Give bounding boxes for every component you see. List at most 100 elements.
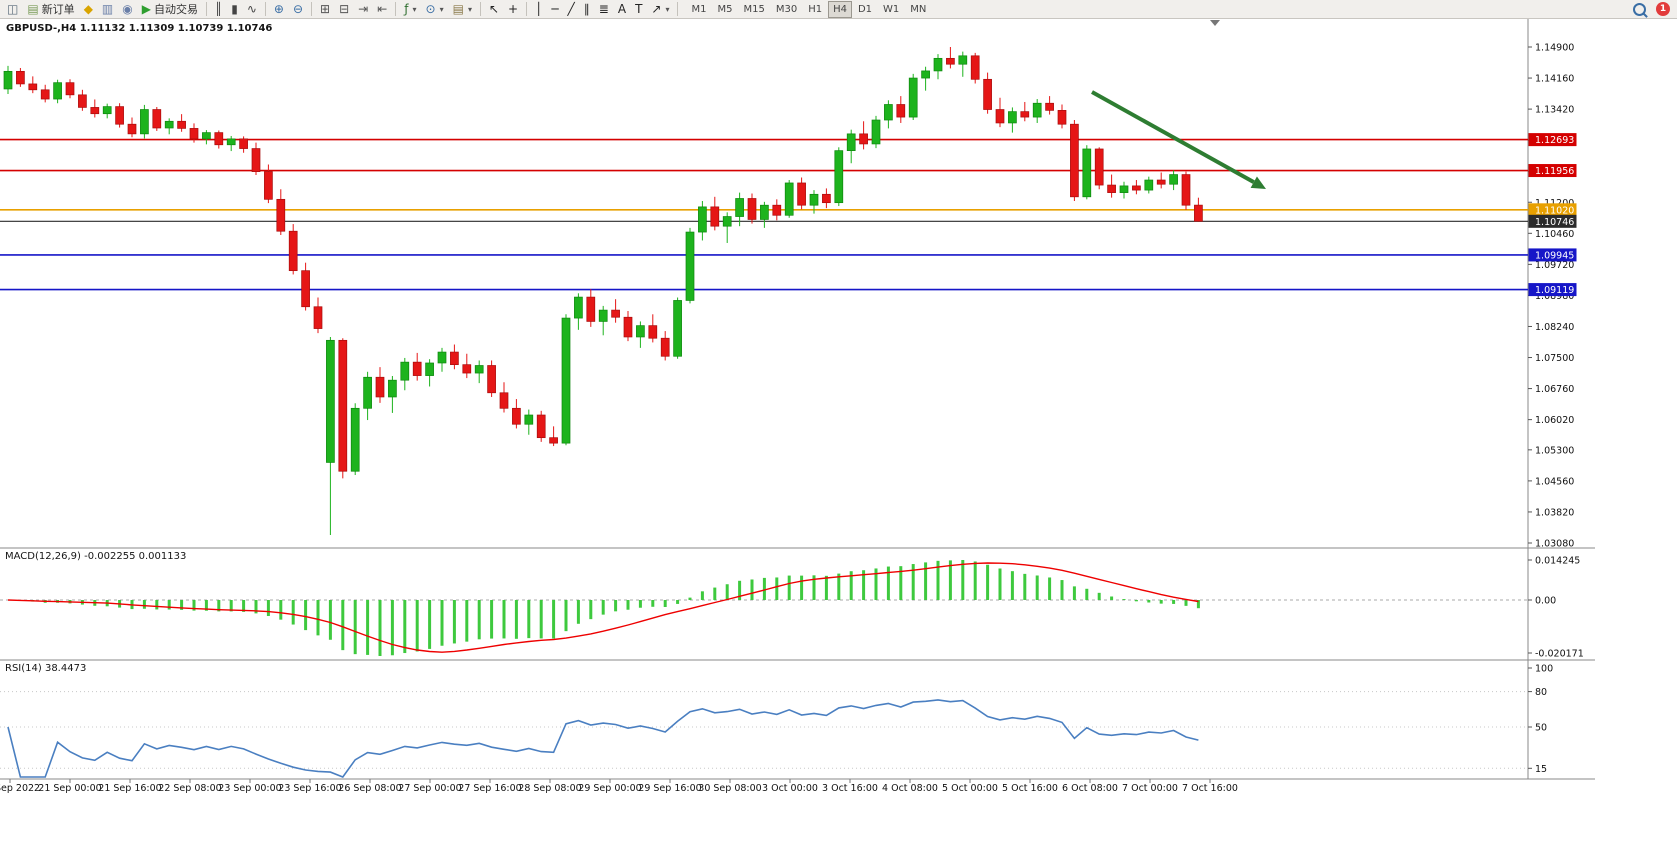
svg-text:15: 15: [1535, 764, 1547, 775]
label-icon[interactable]: T: [631, 0, 646, 19]
price-axis[interactable]: 1.149001.141601.134201.126801.119401.112…: [1528, 43, 1574, 550]
periods-icon[interactable]: ⊙ ▾: [422, 0, 448, 19]
svg-text:50: 50: [1535, 723, 1547, 734]
navigator-icon[interactable]: ◉: [118, 0, 136, 19]
timeframe-h4[interactable]: H4: [828, 0, 852, 18]
toolbar-separator: [264, 2, 266, 16]
indicators-icon-dropdown: ▾: [412, 4, 417, 14]
svg-text:1.06020: 1.06020: [1535, 415, 1574, 426]
text-icon[interactable]: A: [614, 0, 630, 19]
cascade-windows-icon: ⊟: [339, 2, 350, 16]
svg-text:1.11020: 1.11020: [1535, 205, 1574, 216]
cursor-icon: ↖: [488, 2, 500, 16]
new-chart-icon[interactable]: ◫: [3, 0, 22, 19]
channel-icon[interactable]: ∥: [580, 0, 594, 19]
svg-text:1.10460: 1.10460: [1535, 229, 1574, 240]
svg-text:29 Sep 16:00: 29 Sep 16:00: [638, 783, 701, 794]
timeframe-w1[interactable]: W1: [883, 3, 900, 15]
svg-text:1.05300: 1.05300: [1535, 445, 1574, 456]
trendline-icon: ╱: [567, 2, 575, 16]
svg-text:1.03080: 1.03080: [1535, 539, 1574, 550]
metaeditor-icon[interactable]: ◆: [80, 0, 97, 19]
zoom-out-icon[interactable]: ⊖: [289, 0, 307, 19]
svg-text:5 Oct 16:00: 5 Oct 16:00: [1002, 783, 1058, 794]
zoom-out-icon: ⊖: [292, 2, 304, 16]
trendline-icon[interactable]: ╱: [564, 0, 579, 19]
cursor-icon[interactable]: ↖: [485, 0, 503, 19]
candlestick-chart-icon[interactable]: ▮: [227, 0, 242, 19]
bar-chart-icon: ║: [214, 2, 223, 16]
svg-text:5 Oct 00:00: 5 Oct 00:00: [942, 783, 998, 794]
new-chart-icon: ◫: [7, 2, 19, 16]
toolbar-separator: [479, 2, 481, 16]
market-watch-icon[interactable]: ▥: [98, 0, 117, 19]
svg-text:23 Sep 00:00: 23 Sep 00:00: [218, 783, 281, 794]
arrows-icon[interactable]: ↗ ▾: [647, 0, 673, 19]
svg-text:1.08980: 1.08980: [1535, 291, 1574, 302]
svg-text:27 Sep 00:00: 27 Sep 00:00: [398, 783, 461, 794]
periods-icon: ⊙: [425, 2, 436, 16]
svg-text:1.11956: 1.11956: [1535, 166, 1574, 177]
svg-text:1.08240: 1.08240: [1535, 322, 1574, 333]
svg-text:1.07500: 1.07500: [1535, 353, 1574, 364]
horizontal-line-icon[interactable]: ─: [547, 0, 562, 19]
line-chart-icon: ∿: [246, 2, 257, 16]
svg-text:29 Sep 00:00: 29 Sep 00:00: [578, 783, 641, 794]
autotrading-button[interactable]: ▶ 自动交易: [138, 0, 202, 19]
periods-icon-dropdown: ▾: [439, 4, 444, 14]
auto-scroll-icon[interactable]: ⇥: [354, 0, 372, 19]
market-watch-icon: ▥: [101, 2, 114, 16]
price-tag-1.11020: 1.11020: [1528, 203, 1577, 217]
vertical-line-icon[interactable]: │: [531, 0, 546, 19]
macd-signal-line: [7, 562, 1199, 653]
timeframe-m15[interactable]: M15: [743, 3, 765, 15]
auto-scroll-icon: ⇥: [358, 2, 369, 16]
trend-arrow-annotation[interactable]: [1091, 90, 1266, 189]
svg-text:1.13420: 1.13420: [1535, 105, 1574, 116]
svg-text:26 Sep 08:00: 26 Sep 08:00: [338, 783, 401, 794]
cascade-windows-icon[interactable]: ⊟: [335, 0, 353, 19]
new-order-button[interactable]: ▤ 新订单: [23, 0, 78, 19]
indicators-icon[interactable]: ƒ ▾: [400, 0, 420, 19]
timeframe-h1[interactable]: H1: [808, 3, 823, 15]
macd-panel: 0.014245 0.00 -0.020171: [0, 556, 1584, 660]
timeframe-m30[interactable]: M30: [775, 3, 798, 15]
toolbar-separator: [677, 2, 679, 16]
zoom-in-icon: ⊕: [273, 2, 284, 16]
toolbar-right-group: 1: [1629, 0, 1674, 19]
toolbar-separator: [395, 2, 397, 16]
timeframe-d1[interactable]: D1: [857, 3, 873, 15]
text-icon: A: [617, 2, 627, 16]
macd-indicator-label: MACD(12,26,9) -0.002255 0.001133: [5, 551, 187, 562]
search-icon[interactable]: [1629, 0, 1650, 19]
svg-text:23 Sep 16:00: 23 Sep 16:00: [278, 783, 341, 794]
svg-text:27 Sep 16:00: 27 Sep 16:00: [458, 783, 521, 794]
svg-text:6 Oct 08:00: 6 Oct 08:00: [1062, 783, 1118, 794]
arrows-icon: ↗: [651, 2, 662, 16]
bar-chart-icon[interactable]: ║: [211, 0, 226, 19]
templates-icon[interactable]: ▤ ▾: [449, 0, 476, 19]
timeframe-m5[interactable]: M5: [717, 3, 733, 15]
svg-text:21 Sep 16:00: 21 Sep 16:00: [98, 783, 161, 794]
tile-windows-icon: ⊞: [320, 2, 331, 16]
chart-shift-icon[interactable]: ⇤: [373, 0, 391, 19]
svg-text:20 Sep 2022: 20 Sep 2022: [0, 783, 40, 794]
line-chart-icon[interactable]: ∿: [243, 0, 261, 19]
timeframe-m1[interactable]: M1: [691, 3, 707, 15]
zoom-in-icon[interactable]: ⊕: [270, 0, 288, 19]
svg-text:3 Oct 16:00: 3 Oct 16:00: [822, 783, 878, 794]
fibonacci-icon[interactable]: ≣: [595, 0, 613, 19]
tile-windows-icon[interactable]: ⊞: [316, 0, 334, 19]
price-tag-1.11956: 1.11956: [1528, 164, 1577, 178]
crosshair-icon[interactable]: +: [504, 0, 522, 19]
channel-icon: ∥: [583, 2, 590, 16]
chart-shift-marker[interactable]: [1210, 20, 1220, 26]
timeframe-mn[interactable]: MN: [910, 3, 927, 15]
svg-text:1.14900: 1.14900: [1535, 43, 1574, 54]
autotrading-button-icon: ▶: [141, 2, 151, 16]
rsi-line: [7, 699, 1199, 778]
chart-shift-icon: ⇤: [377, 2, 388, 16]
notifications-badge[interactable]: 1: [1656, 2, 1670, 16]
